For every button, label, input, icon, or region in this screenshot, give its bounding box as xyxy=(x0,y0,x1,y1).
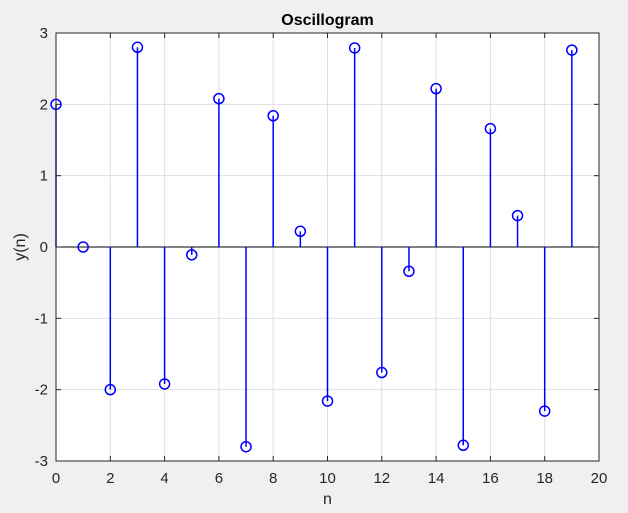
x-tick-label: 12 xyxy=(373,470,390,487)
stem-marker xyxy=(294,225,307,238)
x-tick-label: 4 xyxy=(160,470,168,487)
x-tick-label: 10 xyxy=(319,470,336,487)
y-tick-label: 3 xyxy=(40,25,48,42)
y-axis-label: y(n) xyxy=(12,233,29,261)
y-tick-label: -2 xyxy=(35,382,48,399)
y-tick-label: 2 xyxy=(40,96,48,113)
stem-marker xyxy=(484,122,497,135)
stem-marker xyxy=(77,241,89,253)
stem-marker xyxy=(430,82,442,95)
chart-title: Oscillogram xyxy=(281,12,373,29)
x-tick-label: 18 xyxy=(536,470,553,487)
y-tick-labels: -3 -2 -1 0 1 2 3 xyxy=(35,25,48,470)
x-tick-labels: 0 2 4 6 8 10 12 14 16 18 20 xyxy=(52,470,608,487)
stem-marker xyxy=(376,366,388,379)
x-tick-label: 8 xyxy=(269,470,277,487)
x-tick-label: 14 xyxy=(428,470,445,487)
stem-marker xyxy=(348,42,361,54)
x-tick-label: 2 xyxy=(106,470,114,487)
x-tick-label: 20 xyxy=(591,470,608,487)
stem-marker xyxy=(104,383,117,396)
stem-marker xyxy=(186,249,198,261)
stem-marker xyxy=(267,109,279,122)
stem-marker xyxy=(158,378,171,390)
ticks xyxy=(55,32,600,462)
x-tick-label: 16 xyxy=(482,470,499,487)
stem-marker xyxy=(321,395,334,407)
stem-marker xyxy=(511,209,524,222)
stem-marker xyxy=(538,405,551,417)
x-tick-label: 0 xyxy=(52,470,60,487)
y-tick-label: -3 xyxy=(35,453,48,470)
y-tick-label: -1 xyxy=(35,310,48,327)
x-axis-label: n xyxy=(323,491,332,508)
y-tick-label: 1 xyxy=(40,168,48,185)
y-tick-label: 0 xyxy=(40,239,48,256)
stem-marker xyxy=(131,41,144,54)
x-tick-label: 6 xyxy=(215,470,223,487)
stem-marker xyxy=(213,92,225,105)
stem-marker xyxy=(457,439,469,452)
stem-marker xyxy=(566,44,578,56)
stem-marker xyxy=(240,440,252,453)
stem-marker xyxy=(403,265,415,278)
